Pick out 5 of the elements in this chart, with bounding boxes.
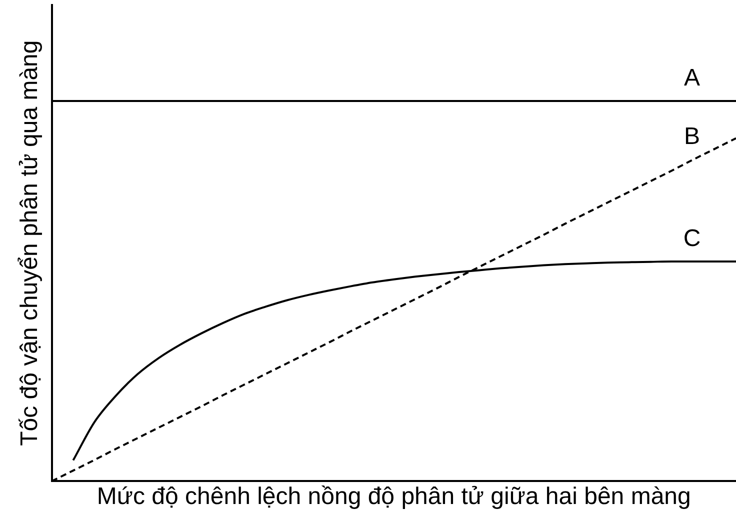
series-label: C <box>683 225 701 252</box>
series-label: B <box>684 123 700 150</box>
y-axis-title: Tốc độ vận chuyển phân tử qua màng <box>16 40 44 446</box>
x-axis-title: Mức độ chênh lệch nồng độ phân tử giữa hai bên màng <box>96 483 691 510</box>
series-label: A <box>684 64 700 92</box>
